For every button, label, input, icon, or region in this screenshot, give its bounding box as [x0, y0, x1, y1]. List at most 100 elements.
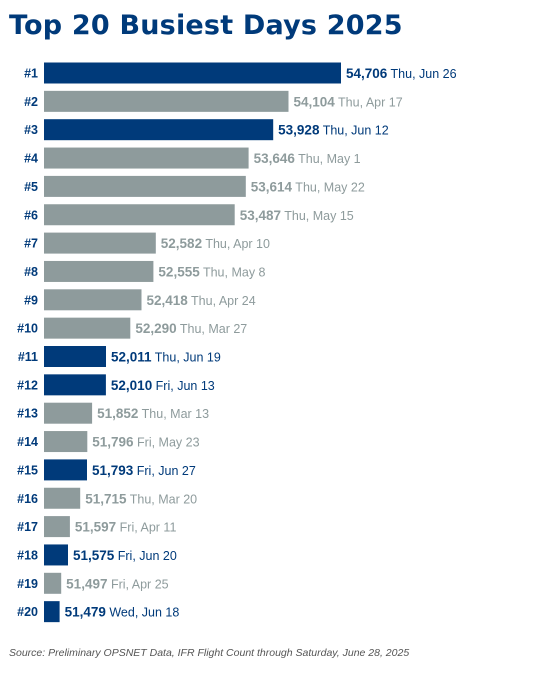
- data-label-12: 52,010 Fri, Jun 13: [111, 378, 215, 393]
- data-label-4: 53,646 Thu, May 1: [254, 151, 361, 166]
- date-label-6: Thu, May 15: [281, 209, 354, 223]
- rank-label-20: #20: [17, 605, 38, 619]
- date-label-8: Thu, May 8: [200, 265, 266, 279]
- bar-8: [44, 260, 154, 282]
- data-label-9: 52,418 Thu, Apr 24: [146, 293, 255, 308]
- rank-label-18: #18: [17, 548, 38, 562]
- bar-5: [44, 175, 246, 197]
- data-label-15: 51,793 Fri, Jun 27: [92, 463, 196, 478]
- rank-label-13: #13: [17, 407, 38, 421]
- data-label-3: 53,928 Thu, Jun 12: [278, 123, 389, 138]
- bar-1: [44, 62, 341, 84]
- bar-12: [44, 374, 106, 396]
- data-label-1: 54,706 Thu, Jun 26: [346, 66, 457, 81]
- value-label-12: 52,010: [111, 378, 152, 393]
- data-label-20: 51,479 Wed, Jun 18: [65, 605, 180, 620]
- rank-label-11: #11: [18, 350, 38, 364]
- rank-label-17: #17: [17, 520, 38, 534]
- value-label-1: 54,706: [346, 66, 388, 81]
- rank-label-15: #15: [17, 463, 38, 477]
- bar-15: [44, 459, 87, 481]
- date-label-1: Thu, Jun 26: [387, 67, 456, 81]
- value-label-11: 52,011: [111, 350, 152, 365]
- rank-label-19: #19: [17, 577, 38, 591]
- bar-11: [44, 346, 106, 367]
- bar-17: [44, 516, 70, 538]
- date-label-12: Fri, Jun 13: [152, 379, 215, 393]
- value-label-18: 51,575: [73, 548, 115, 563]
- rank-label-16: #16: [17, 492, 38, 506]
- bar-20: [44, 601, 60, 623]
- date-label-2: Thu, Apr 17: [335, 95, 403, 109]
- date-label-17: Fri, Apr 11: [116, 521, 176, 535]
- bar-4: [44, 147, 249, 169]
- rank-label-5: #5: [24, 180, 38, 194]
- date-label-3: Thu, Jun 12: [319, 124, 388, 138]
- date-label-15: Fri, Jun 27: [133, 464, 196, 478]
- value-label-20: 51,479: [65, 605, 106, 620]
- data-label-17: 51,597 Fri, Apr 11: [75, 520, 177, 535]
- rank-label-14: #14: [17, 435, 38, 449]
- date-label-13: Thu, Mar 13: [138, 407, 209, 421]
- value-label-2: 54,104: [294, 94, 336, 109]
- date-label-7: Thu, Apr 10: [202, 237, 270, 251]
- date-label-9: Thu, Apr 24: [188, 294, 256, 308]
- rank-label-3: #3: [24, 123, 38, 137]
- value-label-15: 51,793: [92, 463, 134, 478]
- date-label-16: Thu, Mar 20: [126, 492, 197, 506]
- bar-19: [44, 572, 62, 594]
- data-label-7: 52,582 Thu, Apr 10: [161, 236, 270, 251]
- bar-18: [44, 544, 68, 566]
- value-label-3: 53,928: [278, 123, 320, 138]
- rank-label-12: #12: [17, 378, 38, 392]
- value-label-10: 52,290: [135, 321, 176, 336]
- data-label-18: 51,575 Fri, Jun 20: [73, 548, 177, 563]
- source-note: Source: Preliminary OPSNET Data, IFR Fli…: [9, 647, 410, 659]
- data-label-6: 53,487 Thu, May 15: [240, 208, 354, 223]
- date-label-10: Thu, Mar 27: [177, 322, 248, 336]
- value-label-7: 52,582: [161, 236, 202, 251]
- rank-label-7: #7: [24, 237, 38, 251]
- value-label-6: 53,487: [240, 208, 281, 223]
- value-label-9: 52,418: [146, 293, 188, 308]
- rank-label-9: #9: [24, 293, 38, 307]
- date-label-14: Fri, May 23: [134, 436, 200, 450]
- rank-label-6: #6: [24, 208, 38, 222]
- date-label-4: Thu, May 1: [295, 152, 361, 166]
- value-label-16: 51,715: [85, 491, 127, 506]
- value-label-8: 52,555: [158, 264, 200, 279]
- rank-label-8: #8: [24, 265, 38, 279]
- data-label-19: 51,497 Fri, Apr 25: [66, 576, 168, 591]
- bar-16: [44, 487, 81, 509]
- rank-label-2: #2: [24, 95, 38, 109]
- bar-chart: #1 54,706 Thu, Jun 26 #2 54,104 Thu, Apr 17…: [17, 62, 457, 623]
- data-label-14: 51,796 Fri, May 23: [92, 435, 199, 450]
- value-label-4: 53,646: [254, 151, 296, 166]
- date-label-20: Wed, Jun 18: [106, 606, 179, 620]
- bar-14: [44, 431, 88, 453]
- data-label-16: 51,715 Thu, Mar 20: [85, 491, 197, 506]
- bar-13: [44, 402, 93, 424]
- value-label-13: 51,852: [97, 406, 138, 421]
- rank-label-10: #10: [17, 322, 38, 336]
- data-label-5: 53,614 Thu, May 22: [251, 179, 365, 194]
- value-label-14: 51,796: [92, 435, 134, 450]
- data-label-8: 52,555 Thu, May 8: [158, 264, 265, 279]
- bar-10: [44, 317, 131, 339]
- date-label-11: Thu, Jun 19: [152, 351, 221, 365]
- bar-6: [44, 204, 235, 226]
- bar-2: [44, 90, 289, 112]
- data-label-2: 54,104 Thu, Apr 17: [294, 94, 403, 109]
- date-label-18: Fri, Jun 20: [114, 549, 177, 563]
- data-label-13: 51,852 Thu, Mar 13: [97, 406, 209, 421]
- rank-label-1: #1: [24, 67, 38, 81]
- data-label-11: 52,011 Thu, Jun 19: [111, 350, 221, 365]
- value-label-5: 53,614: [251, 179, 293, 194]
- value-label-19: 51,497: [66, 576, 107, 591]
- data-label-10: 52,290 Thu, Mar 27: [135, 321, 247, 336]
- date-label-19: Fri, Apr 25: [107, 577, 168, 591]
- date-label-5: Thu, May 22: [292, 180, 365, 194]
- rank-label-4: #4: [24, 152, 38, 166]
- chart-title: Top 20 Busiest Days 2025: [9, 10, 403, 41]
- bar-3: [44, 119, 274, 141]
